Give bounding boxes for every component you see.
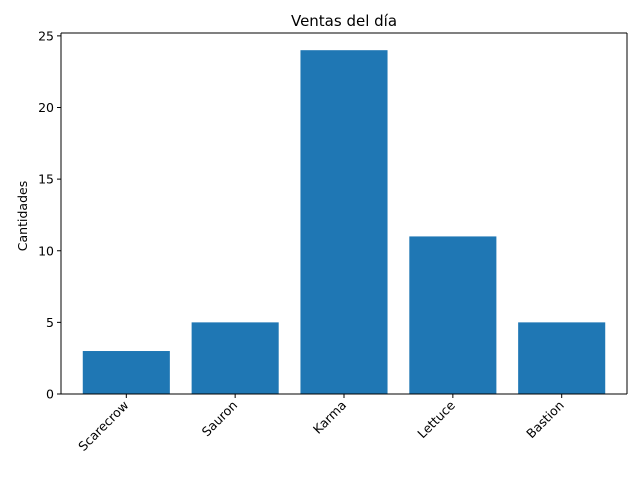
y-axis-label: Cantidades [15, 181, 30, 251]
x-tick-label-karma: Karma [310, 398, 349, 437]
bar-bastion [518, 322, 606, 394]
x-tick-label-lettuce: Lettuce [414, 397, 458, 441]
x-tick-label-sauron: Sauron [199, 398, 241, 440]
y-tick-label: 15 [38, 172, 54, 187]
bar-karma [300, 50, 388, 394]
chart-title: Ventas del día [291, 12, 397, 30]
bar-scarecrow [82, 351, 170, 394]
y-tick-label: 0 [46, 387, 54, 402]
plot-area: 0 5 10 15 20 25 Scarecrow Sauron Karma Lettuce Bas… [38, 28, 628, 454]
y-tick-label: 5 [46, 315, 54, 330]
y-tick-label: 20 [38, 100, 54, 115]
bar-lettuce [409, 236, 497, 394]
bar-sauron [191, 322, 279, 394]
y-tick-label: 25 [38, 28, 54, 43]
x-tick-label-scarecrow: Scarecrow [75, 398, 131, 454]
y-tick-label: 10 [38, 243, 54, 258]
x-tick-label-bastion: Bastion [523, 398, 567, 442]
